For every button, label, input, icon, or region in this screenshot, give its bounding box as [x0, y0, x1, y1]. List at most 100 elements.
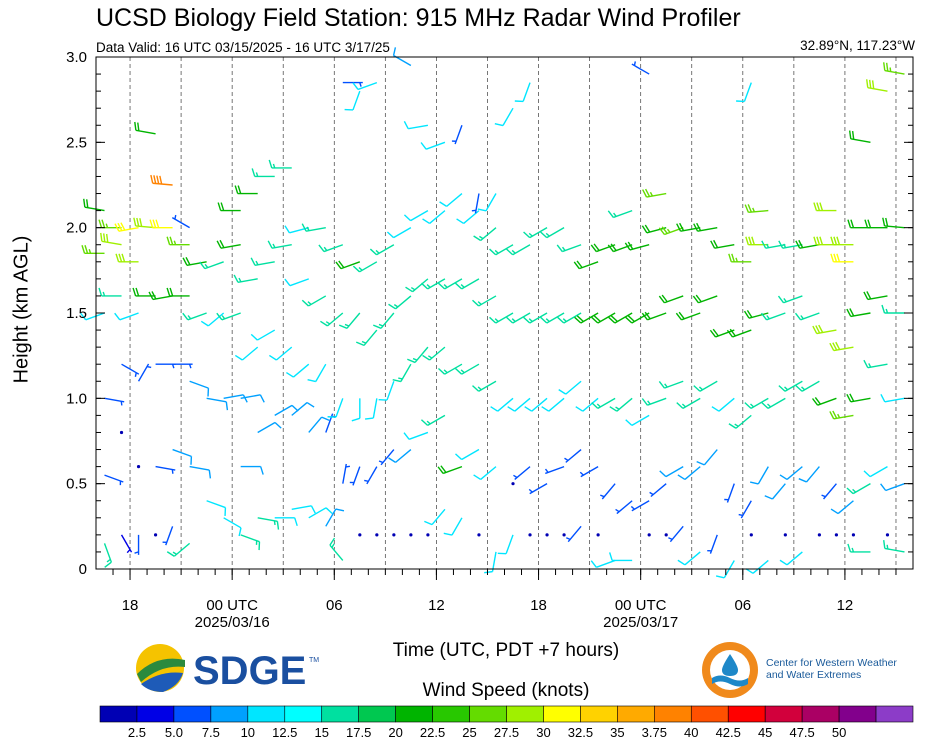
wind-barb: [437, 278, 463, 290]
wind-barb: [579, 465, 599, 478]
wind-barb: [172, 448, 193, 465]
calm-wind-mark: [136, 465, 141, 469]
wind-barb: [514, 82, 531, 103]
wind-barb: [182, 256, 207, 266]
y-tick-label: 1.5: [66, 305, 87, 322]
x-tick-date-label: 2025/03/17: [603, 614, 678, 631]
grid-lines: [129, 57, 897, 569]
colorbar-label: 17.5: [346, 725, 371, 740]
wind-barb: [388, 295, 412, 310]
x-tick-label: 00 UTC: [615, 597, 667, 614]
wind-barb: [484, 551, 497, 574]
wind-barb: [744, 204, 769, 214]
colorbar-swatch: [690, 705, 729, 723]
calm-wind-mark: [528, 533, 532, 537]
wind-barb: [615, 500, 633, 515]
wind-barb: [490, 397, 514, 412]
colorbar-label: 12.5: [272, 725, 297, 740]
calm-wind-mark: [834, 533, 839, 537]
wind-barb: [286, 363, 310, 378]
wind-barb: [437, 363, 463, 375]
wind-barb: [344, 90, 361, 111]
calm-wind-mark: [647, 533, 651, 537]
wind-barb: [189, 465, 212, 479]
wind-barb: [223, 394, 248, 403]
wind-barb: [692, 294, 718, 304]
wind-barb: [206, 397, 229, 411]
wind-barb: [736, 82, 752, 103]
wind-barb: [378, 449, 395, 466]
wind-barb: [607, 243, 633, 253]
wind-barb: [590, 559, 616, 568]
wind-barb: [451, 125, 463, 145]
colorbar-swatch: [838, 705, 877, 723]
colorbar-swatch: [284, 705, 323, 723]
wind-barb: [329, 537, 344, 561]
wind-barb: [540, 312, 565, 324]
wind-barb: [155, 363, 176, 369]
wind-barb: [199, 261, 224, 270]
wind-barb: [794, 312, 820, 321]
wind-barb: [677, 466, 701, 481]
wind-barb: [778, 380, 803, 392]
y-tick-label: 2.5: [66, 134, 87, 151]
wind-barb: [320, 312, 344, 327]
colorbar: 2.5 5.0 7.5 10 12.5 15 17.5 20 22.5 25 27.5 30 32.5 3…: [99, 705, 914, 740]
x-tick-label: 18: [122, 597, 139, 614]
wind-barb: [148, 291, 173, 301]
wind-barb: [240, 534, 261, 551]
wind-barbs: [80, 47, 905, 579]
wind-barb: [216, 239, 241, 249]
wind-barb: [779, 551, 803, 566]
wind-barb: [798, 466, 820, 483]
wind-barb: [104, 397, 125, 406]
colorbar-label: 3.75: [642, 725, 667, 740]
wind-barb: [369, 244, 395, 256]
station-coordinates: 32.89°N, 117.23°W: [800, 38, 915, 53]
wind-barb: [81, 245, 105, 254]
wind-barb: [267, 240, 292, 249]
wind-barb: [761, 397, 786, 409]
wind-barb: [513, 466, 531, 480]
wind-barb: [342, 81, 363, 87]
wind-barb: [649, 483, 667, 498]
wind-barb: [473, 466, 497, 481]
wind-barb: [114, 222, 139, 232]
wind-barb: [795, 380, 820, 392]
wind-barb: [881, 304, 905, 314]
wind-barb: [600, 483, 616, 500]
wind-barb: [497, 534, 514, 555]
wind-barb: [403, 209, 429, 222]
wind-barb: [863, 291, 888, 301]
wind-barb: [864, 219, 888, 229]
colorbar-swatch: [617, 705, 655, 723]
colorbar-swatch: [727, 705, 766, 723]
wind-barb: [307, 363, 327, 383]
colorbar-swatch: [764, 705, 803, 723]
wind-barb: [607, 209, 633, 219]
wind-barb: [150, 174, 173, 186]
wind-barb: [489, 244, 514, 256]
wind-barb: [456, 210, 480, 225]
wind-barb: [743, 309, 769, 319]
colorbar-swatch: [136, 705, 175, 723]
wind-barb: [439, 192, 463, 207]
wind-barb: [658, 294, 684, 304]
sdge-logo: SDGE TM: [133, 640, 323, 696]
colorbar-swatch: [321, 705, 359, 723]
calm-wind-mark: [119, 430, 124, 435]
wind-barb: [422, 346, 446, 361]
x-tick-label: 00 UTC: [206, 597, 258, 614]
wind-barb: [405, 278, 429, 293]
wind-barb: [558, 380, 582, 395]
wind-barb: [659, 465, 684, 478]
colorbar-label: 42.5: [716, 725, 741, 740]
wind-barb: [162, 526, 174, 546]
wind-barb: [544, 465, 565, 475]
calm-wind-mark: [545, 533, 549, 537]
colorbar-label: 47.5: [789, 725, 814, 740]
wind-barb: [137, 363, 152, 382]
wind-barb: [335, 260, 361, 270]
calm-wind-mark: [783, 533, 787, 537]
wind-barb: [166, 542, 191, 557]
